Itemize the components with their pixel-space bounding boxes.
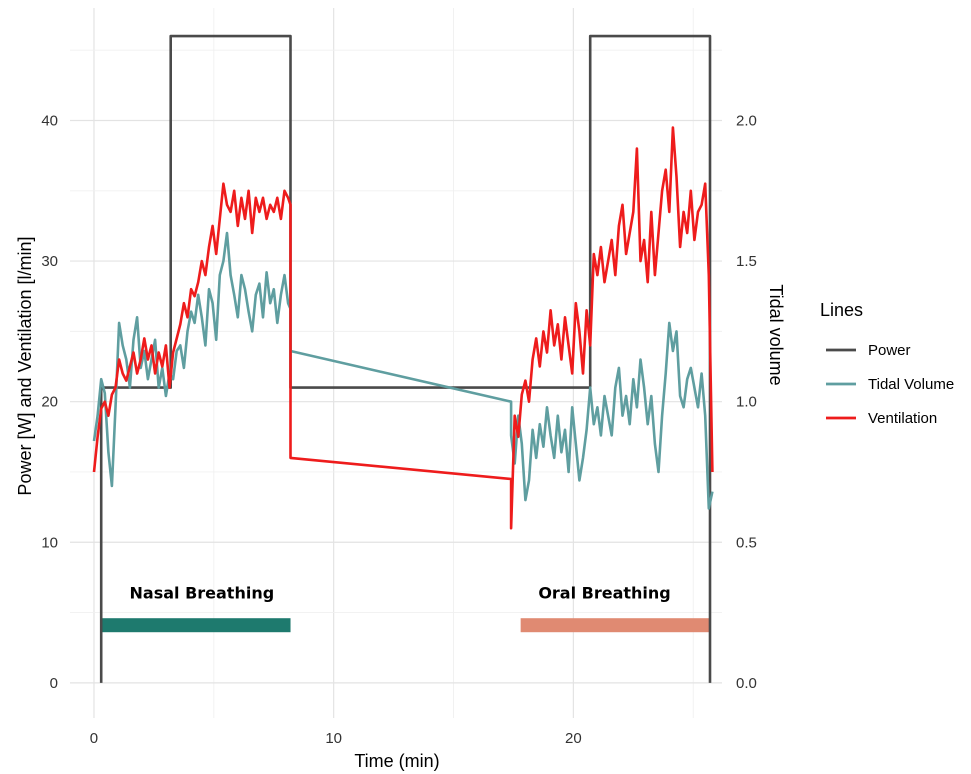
x-axis-title: Time (min) — [354, 751, 439, 771]
series-lines — [92, 34, 714, 683]
y-axis-title: Power [W] and Ventilation [l/min] — [15, 236, 35, 495]
phase-bar — [520, 618, 711, 633]
phase-label: Nasal Breathing — [130, 583, 275, 602]
legend-label: Tidal Volume — [868, 376, 954, 393]
legend: Lines Power Tidal Volume Ventilation — [820, 300, 954, 427]
y2-axis-title: Tidal volume — [766, 284, 786, 385]
phase-label: Oral Breathing — [538, 583, 670, 602]
y-tick-label: 30 — [41, 253, 58, 270]
x-tick-label: 10 — [325, 730, 342, 747]
series-line-ventilation — [92, 126, 714, 530]
legend-label: Ventilation — [868, 410, 937, 427]
legend-title: Lines — [820, 300, 863, 320]
y-tick-label: 10 — [41, 534, 58, 551]
y-tick-label: 0 — [50, 675, 58, 692]
y2-tick-label: 1.5 — [736, 253, 757, 270]
legend-label: Power — [868, 342, 911, 359]
y2-tick-label: 0.5 — [736, 534, 757, 551]
series-line-tidal-volume — [92, 231, 714, 510]
y2-tick-label: 1.0 — [736, 394, 757, 411]
y-tick-label: 20 — [41, 394, 58, 411]
y2-tick-label: 0.0 — [736, 675, 757, 692]
tick-labels: 0 10 20 0 10 20 30 40 0.0 0.5 1.0 1.5 2.0 — [41, 112, 757, 747]
x-tick-label: 0 — [90, 730, 98, 747]
y-tick-label: 40 — [41, 112, 58, 129]
phase-bar — [101, 618, 291, 633]
phase-bars: Nasal Breathing Oral Breathing — [101, 583, 711, 633]
y2-tick-label: 2.0 — [736, 112, 757, 129]
x-tick-label: 20 — [565, 730, 582, 747]
